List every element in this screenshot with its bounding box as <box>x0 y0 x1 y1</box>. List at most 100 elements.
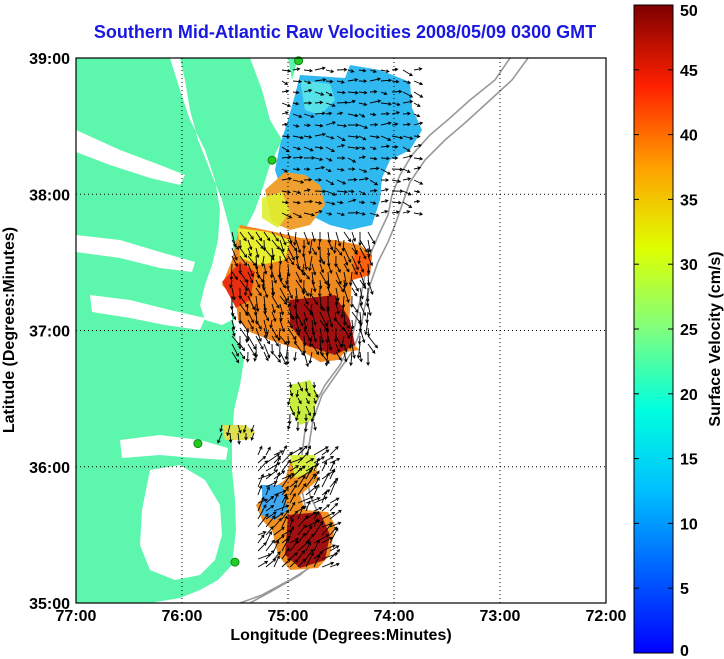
velocity-arrow <box>265 495 275 504</box>
velocity-arrow <box>329 527 339 544</box>
colorbar-ticks: 0 5 10 15 20 25 30 35 40 45 50 <box>634 3 698 659</box>
velocity-arrow <box>335 351 342 362</box>
velocity-arrow <box>351 231 357 242</box>
velocity-arrow <box>289 467 303 480</box>
velocity-arrow <box>255 319 262 330</box>
velocity-arrow <box>281 444 287 456</box>
velocity-arrow <box>278 255 283 265</box>
velocity-arrow <box>314 189 327 194</box>
region-central-darkred <box>290 295 355 355</box>
velocity-arrow <box>336 90 346 95</box>
velocity-arrow <box>289 492 296 504</box>
x-tick-label: 77:00 <box>56 608 97 625</box>
velocity-arrow <box>292 90 300 95</box>
velocity-arrows <box>217 66 424 568</box>
velocity-arrow <box>263 287 269 299</box>
velocity-arrow <box>402 99 414 104</box>
velocity-arrow <box>329 545 340 552</box>
station-marker <box>294 56 304 66</box>
velocity-arrow <box>402 135 414 140</box>
velocity-arrow <box>351 247 358 255</box>
velocity-arrow <box>265 504 275 512</box>
velocity-arrow <box>263 231 271 242</box>
velocity-arrow <box>281 558 291 568</box>
velocity-arrow <box>318 279 323 290</box>
velocity-arrow <box>343 271 348 287</box>
velocity-arrow <box>314 123 324 128</box>
velocity-arrow <box>265 511 277 520</box>
velocity-arrow <box>297 451 309 464</box>
velocity-arrow <box>335 279 345 293</box>
velocity-arrow <box>392 156 399 160</box>
velocity-arrow <box>340 335 345 348</box>
velocity-arrow <box>311 279 317 293</box>
velocity-arrow <box>295 271 302 284</box>
velocity-arrow <box>358 146 366 150</box>
velocity-arrow <box>311 311 317 326</box>
velocity-arrow <box>263 343 271 359</box>
velocity-arrow <box>257 513 269 528</box>
velocity-arrow <box>347 69 355 73</box>
velocity-arrow <box>295 327 300 337</box>
y-tick-label: 38:00 <box>29 187 70 204</box>
velocity-arrow <box>402 146 411 152</box>
radar-stations <box>193 56 304 567</box>
velocity-arrow <box>369 99 382 104</box>
velocity-arrow <box>273 470 286 480</box>
velocity-arrow <box>287 287 293 300</box>
velocity-arrow <box>358 168 368 173</box>
velocity-arrow <box>391 111 401 115</box>
velocity-arrow <box>257 473 264 488</box>
velocity-arrow <box>250 424 255 433</box>
velocity-arrow <box>273 504 290 512</box>
velocity-arrow <box>289 484 297 496</box>
velocity-arrow <box>293 231 297 246</box>
velocity-arrow <box>351 343 356 359</box>
velocity-arrow <box>247 271 254 284</box>
velocity-arrow <box>247 247 252 257</box>
velocity-arrow <box>255 279 261 289</box>
velocity-arrow <box>293 351 297 362</box>
velocity-arrow <box>319 303 325 312</box>
velocity-arrow <box>277 327 281 342</box>
velocity-arrow <box>321 561 335 568</box>
velocity-arrow <box>325 212 333 216</box>
velocity-arrow <box>391 102 401 107</box>
velocity-arrow <box>335 287 340 302</box>
velocity-arrow <box>319 255 325 265</box>
chesapeake-bay <box>170 58 236 325</box>
velocity-arrow <box>281 509 290 520</box>
velocity-arrow <box>311 247 317 256</box>
velocity-arrow <box>289 552 298 560</box>
velocity-arrow <box>380 78 393 83</box>
velocity-arrow <box>413 80 424 86</box>
velocity-arrow <box>305 397 310 405</box>
velocity-arrow <box>359 239 368 253</box>
velocity-arrow <box>358 113 366 118</box>
x-tick-label: 74:00 <box>374 608 415 625</box>
velocity-arrow <box>257 455 267 464</box>
velocity-arrow <box>296 421 300 432</box>
velocity-arrow <box>327 287 332 298</box>
velocity-arrow <box>359 295 364 307</box>
velocity-arrow <box>380 210 389 214</box>
velocity-arrow <box>257 484 263 496</box>
velocity-arrow <box>271 287 275 297</box>
velocity-arrow <box>281 515 288 528</box>
velocity-arrow <box>231 287 236 301</box>
velocity-arrow <box>367 279 374 296</box>
velocity-arrow <box>358 102 368 107</box>
velocity-arrow <box>319 311 328 327</box>
velocity-arrow <box>279 287 288 303</box>
velocity-arrow <box>336 80 345 84</box>
bay-inlet-2 <box>76 235 195 272</box>
velocity-arrow <box>402 201 413 209</box>
velocity-arrow <box>231 271 238 281</box>
velocity-arrow <box>257 460 268 472</box>
velocity-arrow <box>402 69 413 77</box>
velocity-arrow <box>281 176 293 181</box>
velocity-arrow <box>402 177 412 181</box>
velocity-arrow <box>359 303 367 317</box>
velocity-arrow <box>231 311 237 321</box>
velocity-arrow <box>325 179 335 185</box>
